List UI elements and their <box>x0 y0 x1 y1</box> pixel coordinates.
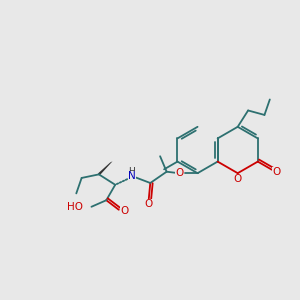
Text: H: H <box>128 167 135 176</box>
Text: O: O <box>145 200 153 209</box>
Text: N: N <box>128 171 136 181</box>
Text: O: O <box>120 206 128 216</box>
Text: O: O <box>272 167 281 177</box>
Text: O: O <box>234 173 242 184</box>
Polygon shape <box>98 161 112 175</box>
Text: O: O <box>175 168 183 178</box>
Text: HO: HO <box>67 202 83 212</box>
